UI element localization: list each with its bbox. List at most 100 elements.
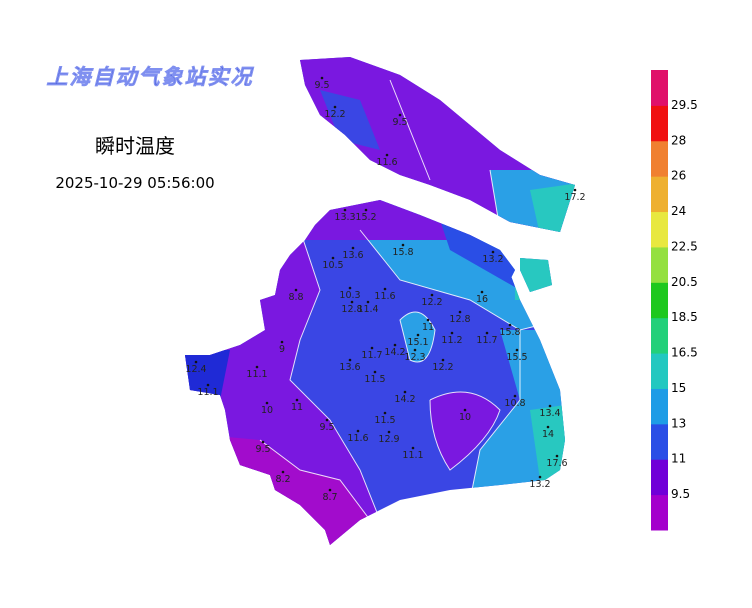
station-dot xyxy=(331,256,335,260)
colorbar-segment xyxy=(651,140,668,177)
station-value: 11.5 xyxy=(374,415,395,426)
station-dot xyxy=(398,113,402,117)
station-dot xyxy=(255,365,259,369)
colorbar-segment xyxy=(651,176,668,213)
colorbar-label: 9.5 xyxy=(671,487,690,501)
station-value: 13.3 xyxy=(334,212,355,223)
station-dot xyxy=(546,425,550,429)
colorbar-segment xyxy=(651,246,668,283)
station-dot xyxy=(387,430,391,434)
colorbar: 9.5 11 13 15 16.5 18.5 20.5 22.5 24 26 28 29.5 xyxy=(651,70,698,531)
station-value: 8.2 xyxy=(275,474,290,485)
station-value: 10.5 xyxy=(322,260,343,271)
station-dot xyxy=(348,286,352,290)
station-value: 11.6 xyxy=(376,157,397,168)
station-value: 10.3 xyxy=(339,290,360,301)
station-value: 15.8 xyxy=(392,247,413,258)
station-dot xyxy=(383,411,387,415)
station-value: 13.6 xyxy=(339,362,360,373)
station-value: 12.8 xyxy=(341,304,362,315)
station-value: 11.1 xyxy=(197,387,218,398)
station-value: 11.6 xyxy=(374,291,395,302)
colorbar-label: 20.5 xyxy=(671,275,698,289)
station-dot xyxy=(328,488,332,492)
station-value: 11.1 xyxy=(402,450,423,461)
colorbar-segment xyxy=(651,70,668,106)
station-dot xyxy=(485,331,489,335)
station-value: 13.4 xyxy=(539,408,560,419)
colorbar-segment xyxy=(651,423,668,460)
station-dot xyxy=(548,404,552,408)
station-dot xyxy=(325,418,329,422)
station-dot xyxy=(413,348,417,352)
station-value: 9.5 xyxy=(314,80,329,91)
station-dot xyxy=(356,429,360,433)
station-value: 15.5 xyxy=(506,352,527,363)
station-dot xyxy=(206,383,210,387)
station-dot xyxy=(513,394,517,398)
station-dot xyxy=(430,293,434,297)
station-dot xyxy=(343,208,347,212)
stations: 9.512.29.511.617.213.3 15.215.813.213.610… xyxy=(185,76,586,503)
station-dot xyxy=(555,454,559,458)
isolines xyxy=(259,79,561,521)
station-value: 11.6 xyxy=(347,433,368,444)
colorbar-label: 26 xyxy=(671,169,686,183)
station-dot xyxy=(416,333,420,337)
station-dot xyxy=(280,340,284,344)
station-dot xyxy=(491,250,495,254)
colorbar-label: 11 xyxy=(671,452,686,466)
station-value: 9.5 xyxy=(319,422,334,433)
colorbar-label: 29.5 xyxy=(671,98,698,112)
station-dot xyxy=(265,401,269,405)
station-value: 16 xyxy=(476,294,488,305)
station-dot xyxy=(403,390,407,394)
station-value: 12.4 xyxy=(185,364,206,375)
station-value: 11 xyxy=(291,402,303,413)
station-value: 8.7 xyxy=(322,492,337,503)
station-dot xyxy=(538,475,542,479)
colorbar-label: 18.5 xyxy=(671,310,698,324)
colorbar-segment xyxy=(651,388,668,425)
station-dot xyxy=(450,331,454,335)
station-value: 17.2 xyxy=(564,192,585,203)
station-value: 12.9 xyxy=(378,434,399,445)
station-value: 14.2 xyxy=(394,394,415,405)
element-name: 瞬时温度 xyxy=(95,134,175,158)
station-value: 9 xyxy=(279,344,285,355)
station-dot xyxy=(441,358,445,362)
station-value: 12.2 xyxy=(421,297,442,308)
station-dot xyxy=(333,105,337,109)
station-value: 11.1 xyxy=(246,369,267,380)
colorbar-label: 16.5 xyxy=(671,346,698,360)
station-dot xyxy=(458,310,462,314)
station-value: 9.5 xyxy=(255,444,270,455)
station-dot xyxy=(194,360,198,364)
station-dot xyxy=(480,290,484,294)
station-dot xyxy=(508,323,512,327)
colorbar-label: 13 xyxy=(671,416,686,430)
station-value: 12.8 xyxy=(449,314,470,325)
colorbar-segment xyxy=(651,353,668,389)
colorbar-label: 15 xyxy=(671,381,686,395)
station-dot xyxy=(261,440,265,444)
page-title: 上海自动气象站实况 xyxy=(47,65,255,89)
station-value: 11 xyxy=(422,322,434,333)
station-value: 9.5 xyxy=(392,117,407,128)
colorbar-segment xyxy=(651,211,668,248)
colorbar-label: 24 xyxy=(671,204,686,218)
station-dot xyxy=(295,398,299,402)
station-dot xyxy=(364,208,368,212)
station-dot xyxy=(294,288,298,292)
station-value: 13.6 xyxy=(342,250,363,261)
station-value: 12.2 xyxy=(432,362,453,373)
station-dot xyxy=(426,318,430,322)
colorbar-label: 22.5 xyxy=(671,239,698,253)
station-dot xyxy=(373,370,377,374)
station-dot xyxy=(350,300,354,304)
station-value: 12.3 xyxy=(404,352,425,363)
station-dot xyxy=(370,346,374,350)
colorbar-segment xyxy=(651,282,668,319)
